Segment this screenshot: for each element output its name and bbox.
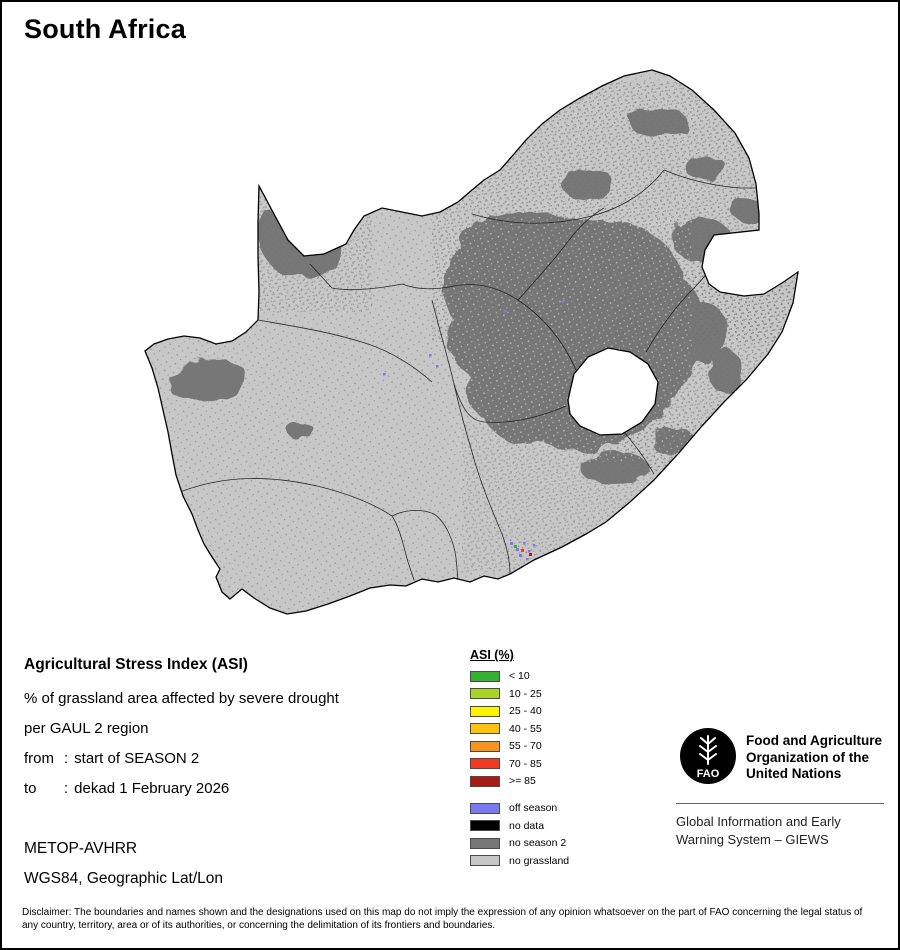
legend-label: < 10	[509, 670, 530, 682]
giews-line: Warning System – GIEWS	[676, 832, 829, 847]
legend-item: no season 2	[470, 837, 650, 849]
off-season-dot	[504, 310, 507, 313]
legend-label: 55 - 70	[509, 740, 542, 752]
legend: ASI (%) < 10 10 - 25 25 - 40 40 - 55 55 …	[470, 648, 650, 872]
off-season-dot	[562, 300, 565, 303]
off-season-dot	[533, 544, 536, 547]
legend-item: no data	[470, 820, 650, 832]
legend-swatch	[470, 670, 500, 682]
speckle-rect	[462, 422, 712, 572]
period-from: from: start of SEASON 2	[24, 750, 199, 767]
fao-org-name: Food and Agriculture Organization of the…	[746, 733, 882, 783]
province-boundary	[453, 383, 567, 423]
asi-dot-darkred	[529, 553, 532, 556]
legend-label: no season 2	[509, 837, 567, 849]
legend-item: 55 - 70	[470, 740, 650, 752]
off-season-dot	[519, 554, 522, 557]
legend-swatch	[470, 688, 500, 699]
legend-swatch	[470, 855, 500, 866]
off-season-dot	[436, 365, 439, 368]
province-boundary	[663, 169, 758, 189]
legend-item: < 10	[470, 670, 650, 682]
disclaimer-text: Disclaimer: The boundaries and names sho…	[22, 907, 863, 931]
legend-item: 10 - 25	[470, 688, 650, 700]
province-boundary	[391, 510, 459, 581]
legend-label: 25 - 40	[509, 705, 542, 717]
off-season-dot	[528, 550, 531, 553]
legend-swatch	[470, 723, 500, 734]
giews-name: Global Information and Early Warning Sys…	[676, 813, 841, 849]
off-season-dot	[516, 548, 519, 551]
fao-logo: FAO	[680, 728, 736, 784]
legend-label: 40 - 55	[509, 722, 542, 735]
legend-title: ASI (%)	[470, 648, 514, 662]
legend-item: off season	[470, 802, 650, 814]
legend-label: 10 - 25	[509, 687, 542, 700]
fao-org-line: United Nations	[746, 766, 842, 781]
patch-blob	[167, 359, 247, 401]
legend-swatch	[470, 837, 500, 849]
province-boundary	[257, 319, 433, 383]
to-label: to	[24, 780, 37, 797]
legend-label: 70 - 85	[509, 757, 542, 770]
period-to: to: dekad 1 February 2026	[24, 780, 229, 797]
patch-blob	[288, 424, 316, 440]
fao-logo-text: FAO	[697, 768, 720, 780]
giews-line: Global Information and Early	[676, 814, 841, 829]
to-value: dekad 1 February 2026	[74, 780, 230, 797]
province-boundary	[431, 299, 511, 575]
legend-item: 25 - 40	[470, 705, 650, 717]
from-label: from	[24, 750, 54, 767]
from-value: start of SEASON 2	[74, 750, 200, 767]
off-season-dot	[523, 542, 526, 545]
legend-item: no grassland	[470, 855, 650, 867]
off-season-dot	[429, 354, 432, 357]
sensor-name: METOP-AVHRR	[24, 840, 138, 857]
asi-dot-red	[521, 549, 524, 552]
legend-label: off season	[509, 802, 558, 814]
off-season-dot	[526, 558, 529, 561]
wheat-icon	[699, 735, 717, 765]
province-boundary	[309, 263, 577, 371]
legend-label: no grassland	[509, 854, 570, 867]
legend-swatch	[470, 740, 500, 752]
south-africa-asi-map	[144, 69, 799, 615]
legend-item: >= 85	[470, 775, 650, 787]
legend-swatch	[470, 775, 500, 787]
to-colon: :	[64, 780, 69, 797]
page-title: South Africa	[24, 14, 186, 44]
speckle-rect	[242, 182, 372, 312]
province-boundary	[179, 478, 415, 581]
province-boundary	[623, 431, 655, 475]
province-boundaries	[179, 169, 758, 581]
legend-item: 40 - 55	[470, 723, 650, 735]
province-boundary	[471, 169, 665, 224]
legend-item: 70 - 85	[470, 758, 650, 770]
asi-description: % of grassland area affected by severe d…	[24, 690, 339, 707]
legend-swatch	[470, 802, 500, 814]
fao-divider	[676, 803, 884, 804]
asi-dot-green	[514, 545, 517, 548]
legend-swatch	[470, 705, 500, 717]
province-boundary	[517, 207, 605, 301]
legend-swatch	[470, 820, 500, 831]
fao-org-line: Food and Agriculture	[746, 733, 882, 748]
from-colon: :	[64, 750, 69, 767]
fao-org-line: Organization of the	[746, 749, 869, 765]
off-season-dot	[510, 542, 513, 545]
asi-heading: Agricultural Stress Index (ASI)	[24, 656, 248, 673]
asi-region-level: per GAUL 2 region	[24, 720, 149, 737]
legend-label: >= 85	[509, 775, 536, 787]
off-season-dots	[383, 300, 565, 561]
legend-label: no data	[509, 819, 545, 832]
legend-swatch	[470, 758, 500, 769]
off-season-dot	[383, 373, 386, 376]
projection-name: WGS84, Geographic Lat/Lon	[24, 870, 224, 887]
